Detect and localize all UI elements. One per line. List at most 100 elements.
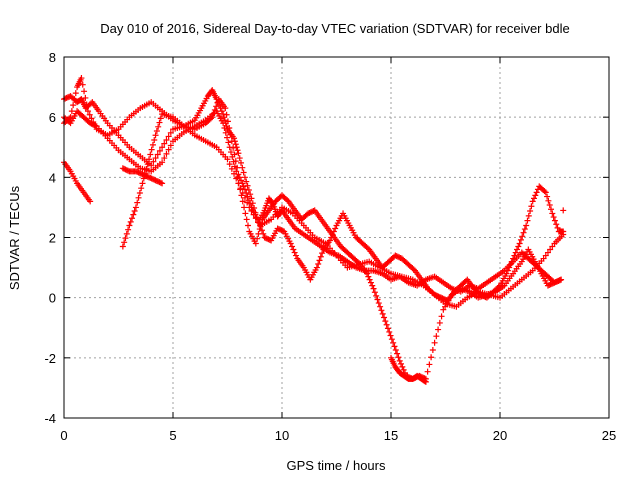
data-point xyxy=(558,276,565,283)
data-point xyxy=(81,88,88,95)
data-point xyxy=(367,279,374,286)
data-point xyxy=(72,90,79,97)
data-point xyxy=(225,139,232,146)
data-point xyxy=(144,173,151,180)
data-point xyxy=(554,224,561,231)
data-point xyxy=(254,235,261,242)
data-point xyxy=(132,204,139,211)
data-point xyxy=(82,94,89,101)
data-point xyxy=(156,179,163,186)
data-point xyxy=(207,115,214,122)
data-point xyxy=(319,250,326,257)
data-point xyxy=(426,361,433,368)
data-point xyxy=(520,229,527,236)
data-point xyxy=(433,333,440,340)
data-point xyxy=(156,119,163,126)
data-point xyxy=(119,165,126,172)
data-point xyxy=(542,252,549,259)
data-point xyxy=(210,110,217,117)
data-point xyxy=(121,165,128,172)
data-point xyxy=(277,226,284,233)
data-point xyxy=(131,208,138,215)
data-point xyxy=(482,294,489,301)
data-point xyxy=(550,280,557,287)
data-point xyxy=(246,204,253,211)
data-point xyxy=(547,246,554,253)
y-tick-label: 4 xyxy=(49,170,56,185)
data-point xyxy=(239,198,246,205)
data-point xyxy=(506,264,513,271)
y-tick-label: 8 xyxy=(49,50,56,65)
data-point xyxy=(234,147,241,154)
data-point xyxy=(135,169,142,176)
data-point xyxy=(122,235,129,242)
data-point xyxy=(309,208,316,215)
data-point xyxy=(152,132,159,139)
data-point xyxy=(395,354,402,361)
data-point xyxy=(140,171,147,178)
data-point xyxy=(244,193,251,200)
data-point xyxy=(224,156,231,163)
data-point xyxy=(378,307,385,314)
data-point xyxy=(227,131,234,138)
data-point xyxy=(387,332,394,339)
data-point xyxy=(377,303,384,310)
data-point xyxy=(146,156,153,163)
data-point xyxy=(306,209,313,216)
data-point xyxy=(531,195,538,202)
data-point xyxy=(317,253,324,260)
y-tick-label: -2 xyxy=(44,351,56,366)
data-point xyxy=(422,378,429,385)
data-point xyxy=(262,235,269,242)
data-point xyxy=(147,151,154,158)
data-point xyxy=(232,158,239,165)
data-point xyxy=(549,210,556,217)
data-point xyxy=(146,174,153,181)
data-point xyxy=(260,230,267,237)
data-point xyxy=(438,313,445,320)
data-point xyxy=(149,176,156,183)
data-point xyxy=(163,150,170,157)
data-point xyxy=(244,199,251,206)
data-point xyxy=(290,246,297,253)
data-point xyxy=(165,146,172,153)
data-point xyxy=(233,175,240,182)
data-point xyxy=(548,280,555,287)
data-point xyxy=(147,174,154,181)
data-point xyxy=(148,146,155,153)
data-point xyxy=(226,144,233,151)
data-point xyxy=(161,155,168,162)
data-point xyxy=(126,222,133,229)
data-point xyxy=(161,140,168,147)
data-point xyxy=(152,155,159,162)
data-point xyxy=(134,199,141,206)
x-tick-label: 10 xyxy=(275,428,289,443)
data-point xyxy=(234,164,241,171)
data-points xyxy=(61,75,567,385)
data-point xyxy=(274,225,281,232)
data-point xyxy=(130,211,137,218)
data-point xyxy=(432,292,439,299)
data-point xyxy=(560,231,567,238)
data-point xyxy=(289,243,296,250)
data-point xyxy=(392,347,399,354)
data-point xyxy=(544,249,551,256)
data-point xyxy=(242,210,249,217)
data-point xyxy=(551,279,558,286)
data-point xyxy=(424,368,431,375)
data-point xyxy=(560,207,567,214)
data-point xyxy=(226,124,233,131)
data-point xyxy=(524,217,531,224)
data-point xyxy=(213,103,220,110)
data-point xyxy=(68,108,75,115)
data-point xyxy=(396,254,403,261)
data-point xyxy=(332,225,339,232)
y-tick-label: -4 xyxy=(44,411,56,426)
data-point xyxy=(232,141,239,148)
data-point xyxy=(364,270,371,277)
data-point xyxy=(143,173,150,180)
data-point xyxy=(243,216,250,223)
data-point xyxy=(223,111,230,118)
data-point xyxy=(119,243,126,250)
